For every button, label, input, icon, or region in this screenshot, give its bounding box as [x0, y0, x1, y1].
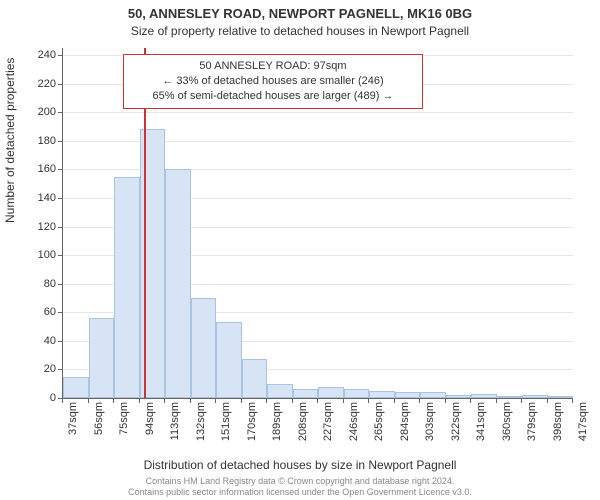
x-tick-label: 265sqm — [373, 402, 385, 442]
x-tick-label: 341sqm — [475, 402, 487, 442]
y-tick-mark — [58, 255, 63, 256]
x-tick-label: 303sqm — [424, 402, 436, 442]
y-tick-label: 100 — [16, 249, 56, 261]
x-tick-label: 398sqm — [552, 402, 564, 442]
chart-container: 50, ANNESLEY ROAD, NEWPORT PAGNELL, MK16… — [0, 0, 600, 500]
x-tick-mark — [292, 398, 293, 403]
x-tick-mark — [394, 398, 395, 403]
x-tick-mark — [190, 398, 191, 403]
y-tick-label: 140 — [16, 192, 56, 204]
x-tick-label: 132sqm — [195, 402, 207, 442]
histogram-bar — [242, 359, 268, 398]
y-tick-label: 40 — [16, 335, 56, 347]
y-tick-mark — [58, 284, 63, 285]
histogram-bar — [165, 169, 191, 398]
y-tick-label: 60 — [16, 306, 56, 318]
y-tick-label: 220 — [16, 78, 56, 90]
x-tick-mark — [547, 398, 548, 403]
x-tick-mark — [521, 398, 522, 403]
footer-attribution: Contains HM Land Registry data © Crown c… — [0, 476, 600, 498]
y-tick-mark — [58, 55, 63, 56]
histogram-bar — [89, 318, 115, 398]
x-tick-label: 208sqm — [297, 402, 309, 442]
x-axis-label: Distribution of detached houses by size … — [0, 458, 600, 472]
x-tick-label: 246sqm — [348, 402, 360, 442]
x-tick-label: 284sqm — [399, 402, 411, 442]
chart-title-main: 50, ANNESLEY ROAD, NEWPORT PAGNELL, MK16… — [0, 6, 600, 21]
histogram-bar — [216, 322, 242, 398]
y-tick-label: 200 — [16, 106, 56, 118]
x-tick-label: 379sqm — [526, 402, 538, 442]
plot-area: 50 ANNESLEY ROAD: 97sqm ← 33% of detache… — [62, 48, 573, 399]
y-tick-label: 20 — [16, 363, 56, 375]
x-tick-mark — [215, 398, 216, 403]
x-tick-mark — [139, 398, 140, 403]
histogram-bar — [267, 384, 293, 398]
x-ticks-area — [62, 398, 572, 403]
x-tick-label: 75sqm — [118, 402, 130, 442]
y-tick-mark — [58, 312, 63, 313]
x-tick-mark — [266, 398, 267, 403]
grid-line — [63, 112, 573, 113]
x-tick-mark — [368, 398, 369, 403]
x-tick-label: 322sqm — [450, 402, 462, 442]
x-tick-label: 94sqm — [144, 402, 156, 442]
y-tick-label: 80 — [16, 278, 56, 290]
y-tick-mark — [58, 141, 63, 142]
x-tick-mark — [496, 398, 497, 403]
y-tick-mark — [58, 84, 63, 85]
x-tick-mark — [445, 398, 446, 403]
y-tick-mark — [58, 369, 63, 370]
x-tick-label: 113sqm — [169, 402, 181, 442]
x-tick-mark — [241, 398, 242, 403]
x-tick-label: 170sqm — [246, 402, 258, 442]
histogram-bar — [191, 298, 217, 398]
y-tick-label: 120 — [16, 221, 56, 233]
x-tick-mark — [419, 398, 420, 403]
histogram-bar — [63, 377, 89, 398]
x-tick-mark — [317, 398, 318, 403]
y-axis-label: Number of detached properties — [3, 58, 17, 223]
x-tick-label: 151sqm — [220, 402, 232, 442]
y-tick-mark — [58, 112, 63, 113]
histogram-bar — [318, 387, 344, 398]
x-tick-label: 56sqm — [93, 402, 105, 442]
x-tick-mark — [572, 398, 573, 403]
x-tick-mark — [88, 398, 89, 403]
x-tick-mark — [470, 398, 471, 403]
y-tick-label: 240 — [16, 49, 56, 61]
annotation-line-3: 65% of semi-detached houses are larger (… — [132, 89, 414, 104]
histogram-bar — [344, 389, 370, 398]
y-tick-mark — [58, 341, 63, 342]
x-tick-label: 360sqm — [501, 402, 513, 442]
x-tick-mark — [62, 398, 63, 403]
x-tick-label: 227sqm — [322, 402, 334, 442]
x-tick-mark — [164, 398, 165, 403]
x-tick-label: 37sqm — [67, 402, 79, 442]
y-tick-label: 160 — [16, 163, 56, 175]
annotation-box: 50 ANNESLEY ROAD: 97sqm ← 33% of detache… — [123, 54, 423, 109]
x-tick-mark — [343, 398, 344, 403]
footer-line-2: Contains public sector information licen… — [0, 487, 600, 498]
histogram-bar — [369, 391, 395, 398]
y-tick-label: 180 — [16, 135, 56, 147]
annotation-line-2: ← 33% of detached houses are smaller (24… — [132, 74, 414, 89]
x-tick-mark — [113, 398, 114, 403]
y-tick-mark — [58, 169, 63, 170]
y-tick-mark — [58, 227, 63, 228]
x-tick-label: 189sqm — [271, 402, 283, 442]
footer-line-1: Contains HM Land Registry data © Crown c… — [0, 476, 600, 487]
chart-title-sub: Size of property relative to detached ho… — [0, 24, 600, 38]
y-tick-label: 0 — [16, 392, 56, 404]
histogram-bar — [114, 177, 140, 398]
x-tick-label: 417sqm — [577, 402, 589, 442]
annotation-line-1: 50 ANNESLEY ROAD: 97sqm — [132, 59, 414, 74]
histogram-bar — [293, 389, 319, 398]
y-tick-mark — [58, 198, 63, 199]
